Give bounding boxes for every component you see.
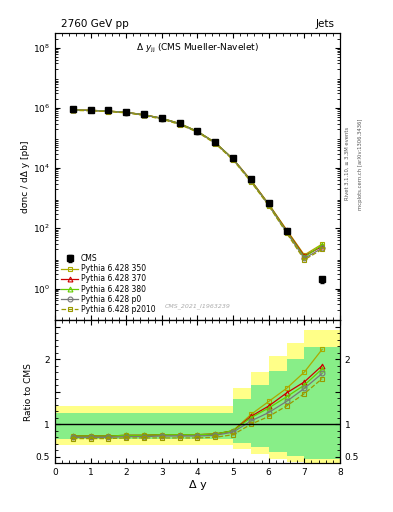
Pythia 6.428 370: [160, 115, 164, 121]
Pythia 6.428 370: [70, 107, 75, 113]
Pythia 6.428 380: [142, 112, 147, 118]
Pythia 6.428 380: [320, 242, 325, 248]
Text: Jets: Jets: [315, 19, 334, 29]
Line: Pythia 6.428 380: Pythia 6.428 380: [70, 108, 325, 260]
Pythia 6.428 p2010: [88, 108, 93, 114]
Pythia 6.428 370: [213, 140, 218, 146]
Pythia 6.428 350: [302, 252, 307, 258]
Pythia 6.428 p2010: [106, 109, 111, 115]
Pythia 6.428 350: [266, 201, 271, 207]
Pythia 6.428 p0: [88, 108, 93, 114]
Pythia 6.428 p0: [320, 245, 325, 251]
Pythia 6.428 350: [142, 112, 147, 118]
Text: 2760 GeV pp: 2760 GeV pp: [61, 19, 129, 29]
Pythia 6.428 380: [248, 178, 253, 184]
Y-axis label: dσnc / dΔ y [pb]: dσnc / dΔ y [pb]: [21, 140, 30, 213]
Pythia 6.428 p2010: [320, 246, 325, 252]
Pythia 6.428 p0: [124, 110, 129, 116]
Pythia 6.428 350: [177, 120, 182, 126]
Pythia 6.428 350: [195, 129, 200, 135]
Pythia 6.428 p2010: [177, 121, 182, 127]
Pythia 6.428 370: [284, 227, 289, 233]
Pythia 6.428 370: [142, 112, 147, 118]
Text: mcplots.cern.ch [arXiv:1306.3436]: mcplots.cern.ch [arXiv:1306.3436]: [358, 118, 363, 209]
Pythia 6.428 p2010: [231, 157, 235, 163]
Pythia 6.428 p2010: [213, 140, 218, 146]
Pythia 6.428 370: [320, 243, 325, 249]
Legend: CMS, Pythia 6.428 350, Pythia 6.428 370, Pythia 6.428 380, Pythia 6.428 p0, Pyth: CMS, Pythia 6.428 350, Pythia 6.428 370,…: [59, 252, 158, 316]
Pythia 6.428 p2010: [284, 230, 289, 236]
Line: Pythia 6.428 350: Pythia 6.428 350: [70, 108, 325, 258]
Pythia 6.428 380: [70, 107, 75, 113]
Line: Pythia 6.428 370: Pythia 6.428 370: [70, 108, 325, 259]
Pythia 6.428 p0: [70, 107, 75, 113]
Pythia 6.428 380: [177, 120, 182, 126]
Pythia 6.428 p2010: [195, 129, 200, 135]
Pythia 6.428 p2010: [142, 112, 147, 118]
Pythia 6.428 370: [231, 156, 235, 162]
Pythia 6.428 380: [88, 107, 93, 113]
Pythia 6.428 370: [177, 120, 182, 126]
Pythia 6.428 380: [124, 109, 129, 115]
Pythia 6.428 p2010: [160, 116, 164, 122]
Pythia 6.428 p2010: [248, 179, 253, 185]
Pythia 6.428 p0: [248, 178, 253, 184]
Pythia 6.428 p0: [284, 229, 289, 235]
Text: CMS_2021_I1963239: CMS_2021_I1963239: [165, 303, 230, 309]
Pythia 6.428 350: [88, 107, 93, 113]
Pythia 6.428 p2010: [302, 257, 307, 263]
Pythia 6.428 350: [320, 241, 325, 247]
Pythia 6.428 370: [302, 253, 307, 259]
Pythia 6.428 p0: [231, 156, 235, 162]
Pythia 6.428 370: [88, 107, 93, 113]
Pythia 6.428 350: [160, 115, 164, 121]
Pythia 6.428 p0: [106, 108, 111, 114]
X-axis label: Δ y: Δ y: [189, 480, 206, 490]
Pythia 6.428 370: [106, 108, 111, 114]
Pythia 6.428 350: [70, 107, 75, 113]
Pythia 6.428 380: [231, 156, 235, 162]
Pythia 6.428 p0: [177, 121, 182, 127]
Pythia 6.428 p0: [160, 116, 164, 122]
Line: Pythia 6.428 p2010: Pythia 6.428 p2010: [70, 108, 325, 262]
Pythia 6.428 p0: [266, 202, 271, 208]
Pythia 6.428 380: [106, 108, 111, 114]
Pythia 6.428 350: [231, 156, 235, 162]
Pythia 6.428 370: [195, 129, 200, 135]
Text: Rivet 3.1.10, ≥ 3.3M events: Rivet 3.1.10, ≥ 3.3M events: [345, 127, 350, 201]
Pythia 6.428 p0: [302, 255, 307, 262]
Pythia 6.428 380: [284, 228, 289, 234]
Text: $\Delta\ y_\mathrm{jj}$ (CMS Mueller-Navelet): $\Delta\ y_\mathrm{jj}$ (CMS Mueller-Nav…: [136, 42, 259, 55]
Pythia 6.428 350: [248, 177, 253, 183]
Y-axis label: Ratio to CMS: Ratio to CMS: [24, 362, 33, 421]
Pythia 6.428 380: [195, 129, 200, 135]
Pythia 6.428 370: [266, 201, 271, 207]
Pythia 6.428 380: [160, 115, 164, 121]
Pythia 6.428 380: [213, 140, 218, 146]
Pythia 6.428 370: [248, 177, 253, 183]
Line: Pythia 6.428 p0: Pythia 6.428 p0: [70, 108, 325, 261]
Pythia 6.428 p0: [142, 112, 147, 118]
Pythia 6.428 p2010: [70, 108, 75, 114]
Pythia 6.428 380: [266, 202, 271, 208]
Pythia 6.428 p0: [213, 140, 218, 146]
Pythia 6.428 370: [124, 109, 129, 115]
Pythia 6.428 350: [284, 227, 289, 233]
Pythia 6.428 350: [213, 140, 218, 146]
Pythia 6.428 p0: [195, 129, 200, 135]
Pythia 6.428 p2010: [124, 110, 129, 116]
Pythia 6.428 350: [124, 109, 129, 115]
Pythia 6.428 350: [106, 108, 111, 114]
Pythia 6.428 380: [302, 254, 307, 260]
Pythia 6.428 p2010: [266, 203, 271, 209]
